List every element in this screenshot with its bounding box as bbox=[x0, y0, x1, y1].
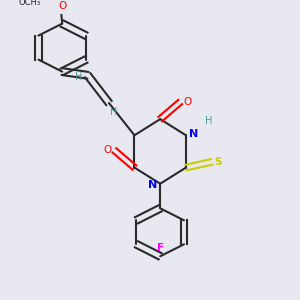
Text: O: O bbox=[103, 146, 112, 155]
Text: H: H bbox=[110, 107, 118, 117]
Text: N: N bbox=[189, 129, 198, 139]
Text: O: O bbox=[58, 1, 66, 10]
Text: N: N bbox=[148, 180, 157, 190]
Text: F: F bbox=[157, 243, 164, 254]
Text: H: H bbox=[205, 116, 212, 126]
Text: H: H bbox=[75, 72, 82, 82]
Text: O: O bbox=[183, 97, 191, 107]
Text: OCH₃: OCH₃ bbox=[19, 0, 41, 7]
Text: S: S bbox=[214, 157, 222, 167]
